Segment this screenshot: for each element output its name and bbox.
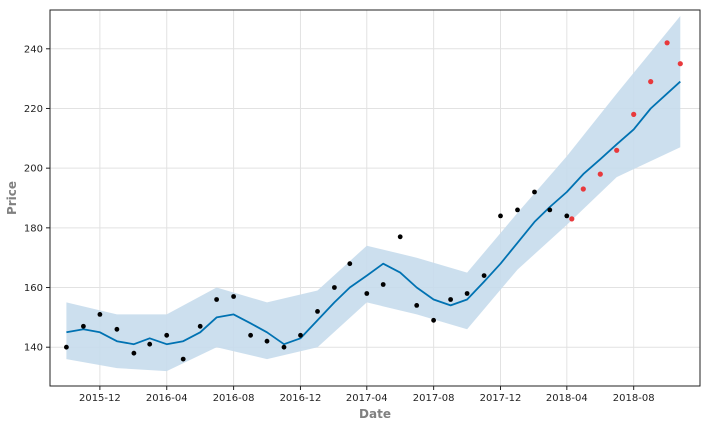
observed-point [397, 234, 403, 240]
test-point [569, 216, 575, 222]
y-tick-label: 200 [24, 164, 43, 175]
test-point [580, 186, 586, 192]
observed-point [264, 338, 270, 344]
observed-point [81, 323, 86, 329]
observed-point [481, 273, 487, 278]
x-tick-label: 2015-12 [79, 393, 121, 404]
observed-point [564, 213, 570, 219]
y-axis-ticks: 140 160 180 200 220 240 [24, 44, 50, 354]
observed-point [180, 356, 186, 362]
observed-point [364, 291, 370, 296]
x-axis-ticks: 2015-12 2016-04 2016-08 2016-12 2017-04 2017-… [79, 386, 655, 404]
y-tick-label: 220 [24, 104, 43, 115]
observed-point [431, 317, 436, 323]
x-tick-label: 2016-08 [213, 393, 255, 404]
observed-point [532, 189, 537, 195]
observed-point [131, 350, 137, 356]
test-point [677, 61, 683, 67]
observed-point [315, 309, 320, 314]
x-tick-label: 2017-04 [346, 393, 388, 404]
observed-point [498, 213, 503, 219]
x-tick-label: 2018-04 [546, 393, 588, 404]
x-axis-title: Date [359, 407, 391, 421]
test-point [631, 111, 637, 117]
observed-point [248, 332, 254, 338]
test-point [597, 171, 603, 177]
test-point [664, 40, 670, 46]
observed-point [448, 297, 453, 302]
observed-point [147, 341, 153, 347]
test-points [569, 40, 683, 222]
x-tick-label: 2016-04 [146, 393, 188, 404]
y-tick-label: 140 [24, 343, 43, 354]
observed-point [332, 285, 337, 290]
observed-point [231, 294, 237, 299]
observed-point [380, 282, 386, 287]
observed-points [64, 189, 570, 362]
observed-point [197, 323, 203, 329]
uncertainty-band [66, 16, 681, 372]
x-tick-label: 2018-08 [613, 393, 655, 404]
observed-point [114, 326, 120, 332]
observed-point [97, 312, 103, 317]
observed-point [347, 261, 353, 267]
observed-point [547, 207, 553, 213]
test-point [614, 147, 620, 153]
observed-point [515, 207, 520, 213]
y-tick-label: 160 [24, 283, 43, 294]
forecast-line-group [66, 80, 681, 346]
observed-point [164, 332, 170, 338]
observed-point [281, 344, 287, 350]
x-tick-label: 2017-08 [413, 393, 455, 404]
observed-point [214, 297, 220, 302]
x-tick-label: 2016-12 [280, 393, 322, 404]
y-axis-title: Price [5, 181, 19, 215]
observed-point [414, 303, 420, 308]
y-tick-label: 180 [24, 223, 43, 234]
forecast-line [66, 80, 681, 346]
test-point [648, 79, 654, 85]
y-tick-label: 240 [24, 44, 43, 55]
observed-point [298, 332, 303, 338]
observed-point [464, 291, 470, 296]
uncertainty-band-area [66, 16, 681, 372]
x-tick-label: 2017-12 [480, 393, 522, 404]
plot-frame [49, 9, 701, 387]
observed-point [64, 344, 69, 350]
